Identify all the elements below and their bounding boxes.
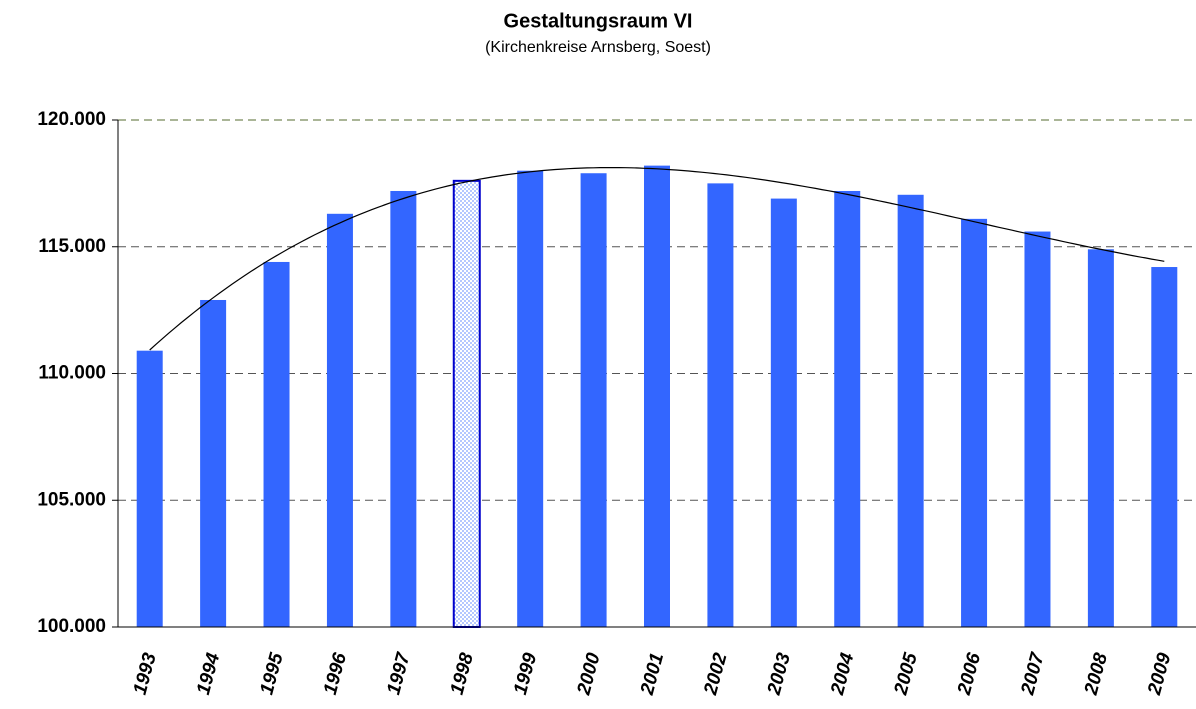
bar bbox=[834, 190, 861, 628]
x-tick-label: 1994 bbox=[193, 650, 224, 697]
bar bbox=[136, 350, 163, 627]
x-tick-label: 2004 bbox=[827, 650, 859, 698]
x-tick-label: 2000 bbox=[573, 650, 605, 698]
bar bbox=[326, 213, 353, 628]
bar bbox=[390, 190, 417, 628]
bar bbox=[644, 165, 670, 627]
bar bbox=[452, 179, 481, 628]
x-tick-label: 2001 bbox=[637, 651, 668, 698]
chart-subtitle: (Kirchenkreise Arnsberg, Soest) bbox=[485, 39, 711, 56]
x-tick-label: 2006 bbox=[954, 650, 986, 698]
trendline bbox=[149, 167, 1165, 351]
bar bbox=[200, 299, 227, 627]
chart-title: Gestaltungsraum VI bbox=[504, 10, 693, 32]
y-tick-label: 110.000 bbox=[38, 363, 106, 384]
x-tick-label: 1999 bbox=[510, 650, 541, 697]
bar bbox=[580, 173, 607, 628]
bar bbox=[770, 198, 797, 627]
x-tick-label: 2005 bbox=[890, 650, 922, 698]
x-tick-label: 1993 bbox=[130, 650, 161, 697]
x-tick-label: 2008 bbox=[1081, 650, 1113, 698]
bar bbox=[961, 218, 988, 628]
bar bbox=[707, 183, 734, 627]
y-tick-label: 105.000 bbox=[37, 489, 106, 510]
y-tick-label: 100.000 bbox=[37, 616, 106, 637]
x-tick-label: 2003 bbox=[763, 650, 795, 698]
y-tick-label: 120.000 bbox=[37, 109, 106, 130]
x-tick-label: 2009 bbox=[1144, 650, 1176, 698]
bar bbox=[897, 194, 924, 627]
x-tick-label: 1996 bbox=[320, 650, 351, 697]
bar bbox=[263, 261, 290, 627]
bar bbox=[517, 170, 544, 627]
x-tick-label: 1997 bbox=[383, 649, 415, 697]
x-tick-label: 1995 bbox=[256, 650, 287, 697]
bar bbox=[1151, 267, 1178, 627]
bar bbox=[1024, 231, 1051, 628]
x-tick-label: 2007 bbox=[1017, 649, 1049, 698]
x-tick-label: 1998 bbox=[447, 650, 478, 697]
x-tick-label: 2002 bbox=[700, 650, 732, 698]
bar bbox=[1087, 249, 1114, 627]
y-tick-label: 115.000 bbox=[38, 236, 106, 257]
